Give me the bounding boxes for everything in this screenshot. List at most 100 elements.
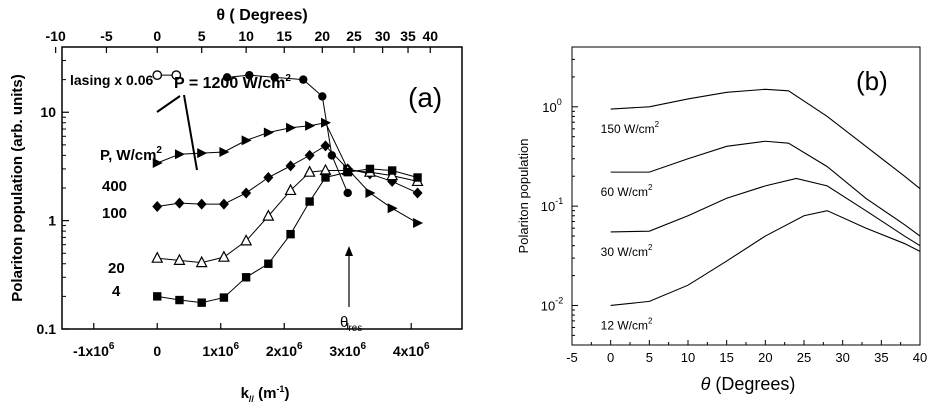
- label-100: 100: [102, 205, 127, 222]
- series-label: 60 W/cm2: [601, 183, 653, 199]
- y-tick-label: 100: [542, 97, 561, 115]
- filled-triangle-marker: [413, 218, 424, 229]
- label-4: 4: [112, 283, 121, 300]
- filled-triangle-marker: [286, 122, 297, 133]
- filled-triangle-marker: [152, 158, 163, 169]
- panel-a-x-axis-label: k// (m-1): [241, 384, 290, 404]
- series-line: [157, 145, 418, 207]
- x-tick-label: 30: [835, 350, 849, 365]
- filled-diamond-marker: [196, 198, 207, 210]
- panel-b-x-ticks: -5 0 5 10 15 20 25 30 35 40: [566, 340, 927, 365]
- y-tick-label: 10: [40, 104, 56, 120]
- filled-square-marker: [175, 295, 184, 305]
- filled-circle-marker: [343, 188, 352, 198]
- panel-b-series: 150 W/cm2 60 W/cm2 30 W/cm2 12 W/cm2: [601, 88, 921, 332]
- x-tick-label: 40: [913, 350, 927, 365]
- filled-circle-marker: [222, 73, 232, 82]
- filled-square-marker: [365, 164, 375, 174]
- power-pointer-line-2: [183, 94, 198, 171]
- top-tick-label: 10: [238, 28, 254, 44]
- filled-circle-marker: [245, 70, 254, 80]
- top-tick-label: -5: [100, 28, 113, 44]
- panel-b-y-ticks: 10-2 10-1 100: [541, 46, 578, 346]
- filled-square-marker: [343, 167, 352, 177]
- series-line: [157, 170, 418, 264]
- panel-a-x-ticks: -1x106 0 1x106 2x106 3x106 4x106: [73, 323, 430, 359]
- open-triangle-marker: [217, 250, 230, 262]
- panel-b-x-axis-label: θ (Degrees): [701, 374, 796, 394]
- open-triangle-marker: [240, 234, 253, 246]
- panel-a-y-ticks: 0.1 1 10: [37, 46, 69, 337]
- filled-square-marker: [264, 259, 273, 268]
- panel-a-series: [151, 70, 424, 307]
- open-triangle-marker: [386, 168, 399, 181]
- y-tick-label: 0.1: [37, 321, 57, 337]
- filled-triangle-marker: [387, 203, 398, 214]
- filled-triangle-marker: [241, 135, 252, 146]
- x-tick-label: 15: [719, 350, 733, 365]
- series-line: [610, 177, 921, 247]
- filled-square-marker: [219, 293, 229, 302]
- filled-diamond-marker: [412, 187, 423, 199]
- filled-diamond-marker: [285, 160, 296, 172]
- power-main-annotation: P = 1200 W/cm2: [174, 73, 291, 92]
- y-tick-label: 10-1: [541, 196, 563, 214]
- filled-diamond-marker: [263, 171, 274, 183]
- panel-a-top-axis-label: θ ( Degrees): [216, 7, 307, 24]
- filled-square-marker: [197, 298, 206, 307]
- open-triangle-marker: [151, 251, 164, 263]
- open-circle-marker: [171, 70, 182, 81]
- filled-circle-marker: [318, 92, 327, 101]
- x-tick-label: 20: [758, 350, 772, 365]
- series-line: [157, 122, 418, 224]
- label-400: 400: [102, 178, 127, 195]
- filled-square-marker: [241, 273, 251, 282]
- filled-diamond-marker: [304, 149, 315, 161]
- x-tick-label: 25: [797, 350, 811, 365]
- filled-square-marker: [413, 173, 422, 182]
- filled-square-marker: [305, 197, 314, 206]
- x-tick-label: -1x106: [73, 341, 115, 359]
- filled-triangle-marker: [305, 120, 316, 131]
- x-tick-label: 4x106: [393, 341, 430, 359]
- panel-a-y-axis-label: Polariton population (arb. units): [9, 74, 26, 301]
- x-tick-label: -5: [566, 350, 578, 365]
- open-triangle-marker: [319, 163, 332, 176]
- power-pointer-line-1: [156, 95, 181, 113]
- filled-circle-marker: [270, 73, 279, 82]
- filled-circle-marker: [327, 151, 337, 160]
- top-tick-label: -10: [46, 28, 66, 44]
- theta-res-annotation: θres: [340, 314, 362, 334]
- open-circle-marker: [152, 70, 163, 81]
- filled-diamond-marker: [320, 140, 331, 152]
- panel-a-label: (a): [408, 82, 442, 113]
- top-tick-label: 0: [153, 28, 161, 44]
- x-tick-label: 2x106: [266, 341, 303, 359]
- panel-b: -5 0 5 10 15 20 25 30 35 40 10-2 10-1 100 Polariton…: [516, 46, 927, 394]
- filled-diamond-marker: [218, 198, 229, 210]
- panel-b-y-axis-label: Polariton population: [516, 139, 531, 254]
- series-line: [610, 210, 921, 307]
- filled-circle-marker: [299, 75, 308, 84]
- series-label: 150 W/cm2: [601, 120, 660, 136]
- top-tick-label: 15: [276, 28, 292, 44]
- filled-square-marker: [286, 229, 295, 239]
- filled-triangle-marker: [365, 187, 376, 198]
- open-triangle-marker: [173, 253, 186, 265]
- x-tick-label: 10: [681, 350, 695, 365]
- filled-triangle-marker: [174, 149, 185, 160]
- label-20: 20: [108, 260, 125, 277]
- top-tick-label: 40: [422, 28, 438, 44]
- x-tick-label: 0: [153, 343, 161, 359]
- y-tick-label: 1: [48, 213, 56, 229]
- x-tick-label: 35: [874, 350, 888, 365]
- theta-res-arrowhead: [345, 246, 353, 256]
- filled-triangle-marker: [320, 117, 331, 128]
- filled-diamond-marker: [241, 187, 252, 199]
- filled-triangle-marker: [197, 148, 208, 159]
- filled-square-marker: [321, 173, 330, 182]
- filled-diamond-marker: [174, 197, 185, 209]
- power-unit-annotation: P, W/cm2: [100, 145, 162, 164]
- top-tick-label: 25: [346, 28, 362, 44]
